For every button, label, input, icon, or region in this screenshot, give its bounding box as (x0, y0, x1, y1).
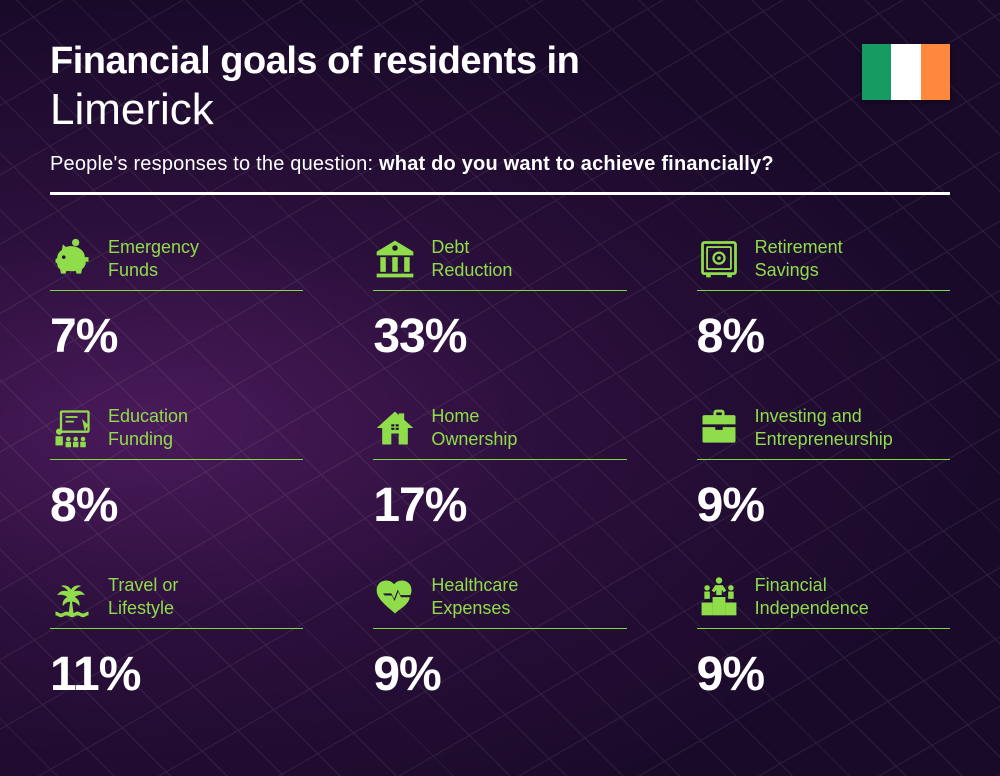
cards-grid: EmergencyFunds 7% DebtReduction 33% Retireme… (50, 235, 950, 702)
card-value: 9% (373, 647, 626, 702)
card-header: HomeOwnership (373, 404, 626, 460)
stat-card: EmergencyFunds 7% (50, 235, 303, 364)
heart-icon (373, 575, 417, 619)
education-icon (50, 406, 94, 450)
card-value: 9% (697, 647, 950, 702)
podium-icon (697, 575, 741, 619)
card-header: Investing andEntrepreneurship (697, 404, 950, 460)
flag-stripe-orange (921, 44, 950, 100)
flag-stripe-green (862, 44, 891, 100)
subtitle-lead: People's responses to the question: (50, 153, 379, 175)
card-header: EmergencyFunds (50, 235, 303, 291)
title-prefix: Financial goals of residents in (50, 40, 950, 83)
subtitle: People's responses to the question: what… (50, 153, 950, 176)
header: Financial goals of residents in Limerick… (50, 40, 950, 195)
header-divider (50, 192, 950, 195)
main-container: Financial goals of residents in Limerick… (0, 0, 1000, 742)
piggy-bank-icon (50, 237, 94, 281)
card-header: FinancialIndependence (697, 573, 950, 629)
card-value: 8% (697, 309, 950, 364)
stat-card: DebtReduction 33% (373, 235, 626, 364)
card-label: EducationFunding (108, 405, 188, 450)
card-label: Travel orLifestyle (108, 574, 178, 619)
card-label: DebtReduction (431, 236, 512, 281)
card-value: 8% (50, 478, 303, 533)
card-header: RetirementSavings (697, 235, 950, 291)
subtitle-bold: what do you want to achieve financially? (379, 153, 774, 175)
stat-card: Travel orLifestyle 11% (50, 573, 303, 702)
card-label: RetirementSavings (755, 236, 843, 281)
stat-card: HealthcareExpenses 9% (373, 573, 626, 702)
stat-card: Investing andEntrepreneurship 9% (697, 404, 950, 533)
card-value: 17% (373, 478, 626, 533)
ireland-flag-icon (862, 44, 950, 100)
stat-card: HomeOwnership 17% (373, 404, 626, 533)
card-label: HomeOwnership (431, 405, 517, 450)
palm-icon (50, 575, 94, 619)
card-value: 33% (373, 309, 626, 364)
card-label: FinancialIndependence (755, 574, 869, 619)
stat-card: FinancialIndependence 9% (697, 573, 950, 702)
stat-card: EducationFunding 8% (50, 404, 303, 533)
stat-card: RetirementSavings 8% (697, 235, 950, 364)
house-icon (373, 406, 417, 450)
card-label: Investing andEntrepreneurship (755, 405, 893, 450)
safe-icon (697, 237, 741, 281)
card-value: 9% (697, 478, 950, 533)
card-header: HealthcareExpenses (373, 573, 626, 629)
flag-stripe-white (891, 44, 920, 100)
card-value: 7% (50, 309, 303, 364)
card-value: 11% (50, 647, 303, 702)
card-header: EducationFunding (50, 404, 303, 460)
card-header: DebtReduction (373, 235, 626, 291)
title-location: Limerick (50, 85, 950, 135)
bank-icon (373, 237, 417, 281)
card-header: Travel orLifestyle (50, 573, 303, 629)
card-label: EmergencyFunds (108, 236, 199, 281)
card-label: HealthcareExpenses (431, 574, 518, 619)
briefcase-icon (697, 406, 741, 450)
